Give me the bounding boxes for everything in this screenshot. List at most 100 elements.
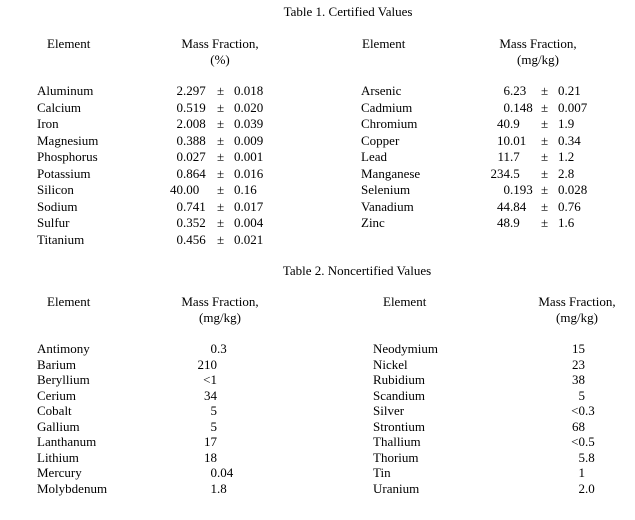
table2-title: Table 2. Noncertified Values: [282, 263, 432, 278]
uncertainty-value: 1.6: [558, 215, 575, 231]
plus-minus-sign: ±: [217, 215, 225, 231]
uncertainty-value: 1.2: [558, 149, 575, 165]
mass-fraction-value: 6.23: [503, 83, 527, 98]
uncertainty-value: 0.020: [234, 99, 264, 115]
element-name: Rubidium: [373, 372, 426, 388]
element-name: Thallium: [373, 434, 421, 450]
element-name: Lead: [361, 149, 387, 165]
mass-fraction-value: 0.519: [176, 99, 206, 115]
element-name: Phosphorus: [37, 149, 98, 165]
element-name: Sodium: [37, 198, 78, 214]
plus-minus-sign: ±: [217, 116, 225, 132]
element-name: Thorium: [373, 449, 419, 465]
element-name: Titanium: [37, 232, 85, 247]
uncertainty-value: 0.039: [234, 116, 264, 132]
mass-fraction-value: 2.008: [176, 116, 206, 132]
element-name: Sulfur: [37, 215, 70, 231]
mass-fraction-value: 23: [572, 356, 585, 372]
element-name: Strontium: [373, 418, 426, 434]
uncertainty-value: 0.021: [234, 232, 264, 247]
mass-fraction-value: 2.0: [578, 481, 595, 496]
element-name: Beryllium: [37, 372, 90, 388]
plus-minus-sign: ±: [217, 232, 225, 247]
plus-minus-sign: ±: [541, 132, 549, 148]
uncertainty-value: 0.007: [558, 99, 588, 115]
element-name: Aluminum: [37, 83, 94, 98]
mass-fraction-value: 40.00: [170, 182, 200, 198]
element-name: Molybdenum: [37, 481, 108, 496]
element-name: Copper: [361, 132, 400, 148]
element-name: Magnesium: [37, 132, 99, 148]
column-header-unit: (mg/kg): [517, 52, 559, 67]
mass-fraction-value: 34: [204, 387, 217, 403]
element-name: Nickel: [373, 356, 408, 372]
mass-fraction-value: 0.148: [503, 99, 533, 115]
uncertainty-value: 1.9: [558, 116, 575, 132]
mass-fraction-value: <0.5: [571, 434, 595, 450]
uncertainty-value: 2.8: [558, 165, 575, 181]
mass-fraction-value: 48.9: [497, 215, 520, 231]
mass-fraction-value: 10.01: [497, 132, 527, 148]
element-name: Zinc: [361, 215, 385, 231]
element-name: Gallium: [37, 418, 80, 434]
column-header-element: Element: [362, 36, 406, 51]
mass-fraction-value: 18: [204, 449, 217, 465]
element-name: Lanthanum: [37, 434, 97, 450]
element-name: Uranium: [373, 481, 420, 496]
element-name: Chromium: [361, 116, 418, 132]
plus-minus-sign: ±: [217, 165, 225, 181]
element-name: Potassium: [37, 165, 91, 181]
mass-fraction-value: 0.388: [176, 132, 206, 148]
mass-fraction-value: 0.352: [176, 215, 206, 231]
element-name: Neodymium: [373, 341, 438, 356]
element-name: Antimony: [37, 341, 90, 356]
element-name: Lithium: [37, 449, 79, 465]
column-header-mass-fraction: Mass Fraction,: [181, 294, 259, 309]
plus-minus-sign: ±: [217, 99, 225, 115]
uncertainty-value: 0.009: [234, 132, 264, 148]
uncertainty-value: 0.001: [234, 149, 264, 165]
column-header-mass-fraction: Mass Fraction,: [499, 36, 577, 51]
plus-minus-sign: ±: [541, 149, 549, 165]
element-name: Cerium: [37, 387, 76, 403]
element-name: Mercury: [37, 465, 82, 481]
mass-fraction-value: 0.3: [210, 341, 227, 356]
column-header-mass-fraction: Mass Fraction,: [181, 36, 259, 51]
plus-minus-sign: ±: [541, 116, 549, 132]
plus-minus-sign: ±: [541, 215, 549, 231]
mass-fraction-value: 0.741: [176, 198, 206, 214]
uncertainty-value: 0.028: [558, 182, 588, 198]
column-header-element: Element: [383, 294, 427, 309]
mass-fraction-value: 44.84: [497, 198, 527, 214]
uncertainty-value: 0.34: [558, 132, 581, 148]
element-name: Arsenic: [361, 83, 402, 98]
uncertainty-value: 0.76: [558, 198, 581, 214]
plus-minus-sign: ±: [217, 182, 225, 198]
mass-fraction-value: 0.864: [176, 165, 206, 181]
uncertainty-value: 0.004: [234, 215, 264, 231]
table1-title: Table 1. Certified Values: [283, 4, 413, 19]
plus-minus-sign: ±: [541, 165, 549, 181]
mass-fraction-value: <1: [203, 372, 217, 388]
plus-minus-sign: ±: [541, 83, 549, 98]
mass-fraction-value: 0.456: [176, 232, 206, 247]
plus-minus-sign: ±: [541, 182, 549, 198]
mass-fraction-value: 0.04: [210, 465, 234, 481]
uncertainty-value: 0.017: [234, 198, 264, 214]
mass-fraction-value: 38: [572, 372, 585, 388]
uncertainty-value: 0.21: [558, 83, 581, 98]
mass-fraction-value: 11.7: [497, 149, 520, 165]
mass-fraction-value: 5.8: [578, 449, 595, 465]
element-name: Vanadium: [361, 198, 414, 214]
mass-fraction-value: <0.3: [571, 403, 595, 419]
mass-fraction-value: 2.297: [176, 83, 206, 98]
plus-minus-sign: ±: [217, 198, 225, 214]
mass-fraction-value: 0.027: [176, 149, 206, 165]
plus-minus-sign: ±: [217, 132, 225, 148]
mass-fraction-value: 210: [197, 356, 218, 372]
plus-minus-sign: ±: [541, 99, 549, 115]
mass-fraction-value: 40.9: [497, 116, 520, 132]
element-name: Cobalt: [37, 403, 72, 419]
column-header-element: Element: [47, 294, 91, 309]
element-name: Silver: [373, 403, 405, 419]
